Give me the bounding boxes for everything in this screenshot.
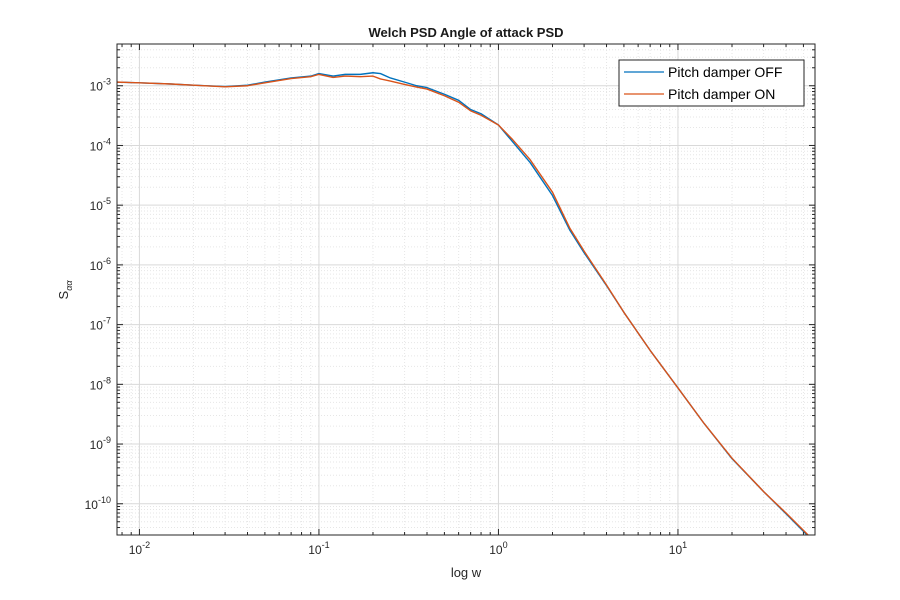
minor-grid (117, 44, 815, 535)
x-tick-label-base: 10 (129, 543, 143, 557)
major-grid (117, 44, 815, 535)
y-tick-label: 10-9 (90, 435, 111, 452)
y-tick-label-exponent: -6 (103, 256, 111, 266)
y-tick-label-exponent: -5 (103, 196, 111, 206)
y-tick-label-exponent: -3 (103, 77, 111, 87)
y-tick-label-base: 10 (90, 319, 104, 333)
legend-box (618, 59, 805, 107)
y-axis-label-subscript: αα (64, 280, 74, 291)
y-tick-label-base: 10 (90, 259, 104, 273)
y-tick-label-exponent: -7 (103, 316, 111, 326)
y-tick-label-base: 10 (90, 438, 104, 452)
x-tick-label: 101 (669, 540, 687, 557)
y-tick-label: 10-5 (90, 196, 111, 213)
x-tick-label-exponent: -2 (142, 540, 150, 550)
x-axis-label: log w (451, 565, 482, 580)
x-tick-label: 100 (489, 540, 507, 557)
x-tick-label-base: 10 (489, 543, 503, 557)
y-tick-label-base: 10 (90, 378, 104, 392)
y-tick-label: 10-4 (90, 136, 111, 153)
tick-marks (117, 44, 815, 535)
y-tick-label-base: 10 (85, 498, 99, 512)
x-tick-labels: 10-2 10-1 100 101 (129, 540, 687, 557)
y-axis-label: Sαα (56, 280, 74, 300)
y-tick-label: 10-3 (90, 77, 111, 94)
y-tick-label-exponent: -8 (103, 375, 111, 385)
y-tick-label-base: 10 (90, 199, 104, 213)
axes-box (116, 43, 816, 536)
y-tick-label: 10-6 (90, 256, 111, 273)
x-tick-label: 10-2 (129, 540, 150, 557)
legend: Pitch damper OFF Pitch damper ON (618, 59, 805, 107)
x-tick-label-base: 10 (669, 543, 683, 557)
legend-label-off: Pitch damper OFF (668, 64, 782, 80)
y-tick-label-base: 10 (90, 80, 104, 94)
y-tick-label: 10-10 (85, 495, 111, 512)
y-tick-label-base: 10 (90, 139, 104, 153)
y-tick-label-exponent: -4 (103, 136, 111, 146)
y-tick-label: 10-8 (90, 375, 111, 392)
plot-area (117, 44, 815, 535)
x-tick-label-exponent: 0 (503, 540, 508, 550)
y-tick-label: 10-7 (90, 316, 111, 333)
legend-label-on: Pitch damper ON (668, 86, 775, 102)
x-tick-label: 10-1 (308, 540, 329, 557)
y-tick-label-exponent: -10 (98, 495, 111, 505)
chart-title: Welch PSD Angle of attack PSD (368, 25, 563, 40)
x-tick-label-exponent: -1 (322, 540, 330, 550)
series-layer (117, 72, 810, 535)
x-tick-label-base: 10 (308, 543, 322, 557)
x-tick-label-exponent: 1 (682, 540, 687, 550)
y-axis-label-main: S (56, 290, 71, 299)
series-line-pitch-damper-on (117, 73, 810, 535)
y-tick-label-exponent: -9 (103, 435, 111, 445)
